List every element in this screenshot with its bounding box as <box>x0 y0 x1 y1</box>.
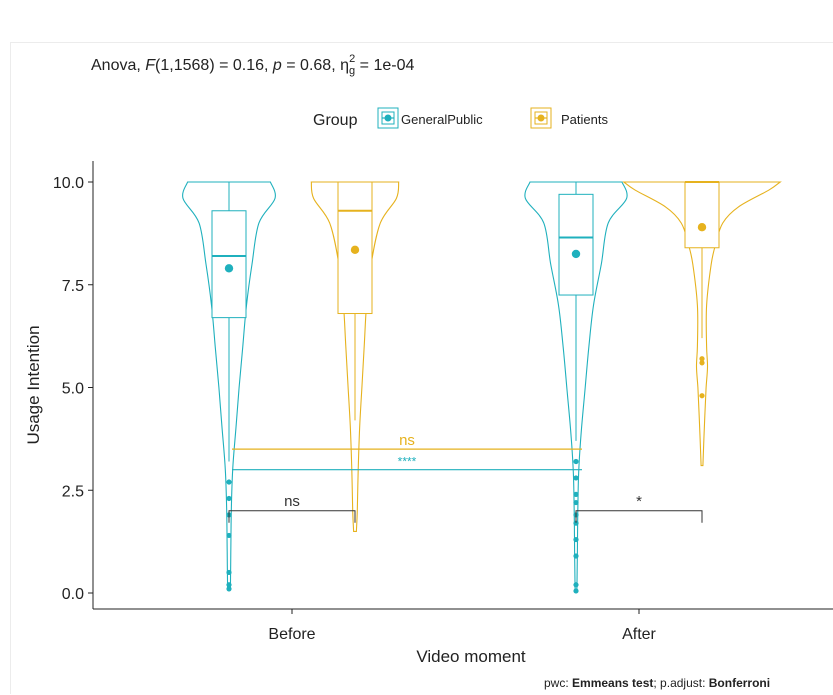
outlier-point <box>226 479 232 485</box>
group-patients-after <box>622 181 782 467</box>
group-generalpublic-before <box>182 181 276 592</box>
outlier-point <box>226 495 232 502</box>
bracket-before <box>228 510 356 523</box>
legend-label-generalpublic: GeneralPublic <box>401 112 483 127</box>
legend-key-point <box>384 114 392 122</box>
y-tick-label: 10.0 <box>53 175 84 192</box>
mean-point-generalpublic-before <box>224 264 234 273</box>
x-axis-title: Video moment <box>416 647 526 666</box>
y-tick-label: 2.5 <box>62 483 84 500</box>
anova-subtitle: Anova, F(1,1568) = 0.16, p = 0.68, ηg2 =… <box>91 53 414 77</box>
comparison-label: **** <box>398 455 417 469</box>
outlier-point <box>226 569 232 576</box>
plot-area <box>182 181 782 594</box>
outlier-point <box>226 586 232 592</box>
box-patients-after <box>684 181 720 249</box>
significance-annotations: ns * ns **** <box>228 432 703 523</box>
legend-key-patients <box>530 107 552 129</box>
group-patients-before <box>310 181 400 532</box>
outlier-point <box>226 582 232 588</box>
outlier-point <box>573 582 579 588</box>
outlier-point <box>699 356 705 362</box>
mean-point-generalpublic-after <box>571 249 581 259</box>
outlier-point <box>573 588 579 594</box>
outlier-point <box>226 532 232 539</box>
x-ticks: Before After <box>268 609 657 643</box>
bracket-label-before: ns <box>284 493 300 510</box>
x-tick-label: After <box>622 626 656 643</box>
x-tick-label: Before <box>268 626 315 643</box>
y-ticks: 0.0 2.5 5.0 7.5 10.0 <box>53 175 93 603</box>
caption: pwc: Emmeans test; p.adjust: Bonferroni <box>544 676 770 690</box>
axes: 0.0 2.5 5.0 7.5 10.0 Before After Video momen… <box>24 161 833 666</box>
outlier-point <box>573 553 579 559</box>
legend-title: Group <box>313 112 358 129</box>
comparison-label: ns <box>399 432 415 449</box>
mean-point-patients-after <box>697 223 707 232</box>
legend-label-patients: Patients <box>561 112 608 127</box>
outlier-point <box>699 393 705 399</box>
mean-point-patients-before <box>350 245 360 255</box>
violin-chart: Anova, F(1,1568) = 0.16, p = 0.68, ηg2 =… <box>24 53 833 690</box>
outlier-point <box>699 360 705 366</box>
outlier-point <box>573 491 579 497</box>
outlier-point <box>573 499 579 506</box>
group-generalpublic-after <box>524 181 628 594</box>
legend-key-point <box>537 114 545 122</box>
outlier-point <box>573 458 579 465</box>
y-axis-title: Usage Intention <box>24 325 43 444</box>
outlier-point <box>573 536 579 543</box>
outlier-point <box>573 520 579 526</box>
y-tick-label: 0.0 <box>62 586 84 603</box>
bracket-after <box>575 510 703 523</box>
y-tick-label: 5.0 <box>62 381 84 398</box>
y-tick-label: 7.5 <box>62 278 84 295</box>
legend: Group GeneralPublic Patients <box>313 107 608 129</box>
bracket-label-after: * <box>636 493 642 510</box>
legend-key-generalpublic <box>377 107 399 129</box>
box-generalpublic-after <box>558 193 594 296</box>
chart-figure: Anova, F(1,1568) = 0.16, p = 0.68, ηg2 =… <box>10 42 833 694</box>
outlier-point <box>573 475 579 481</box>
